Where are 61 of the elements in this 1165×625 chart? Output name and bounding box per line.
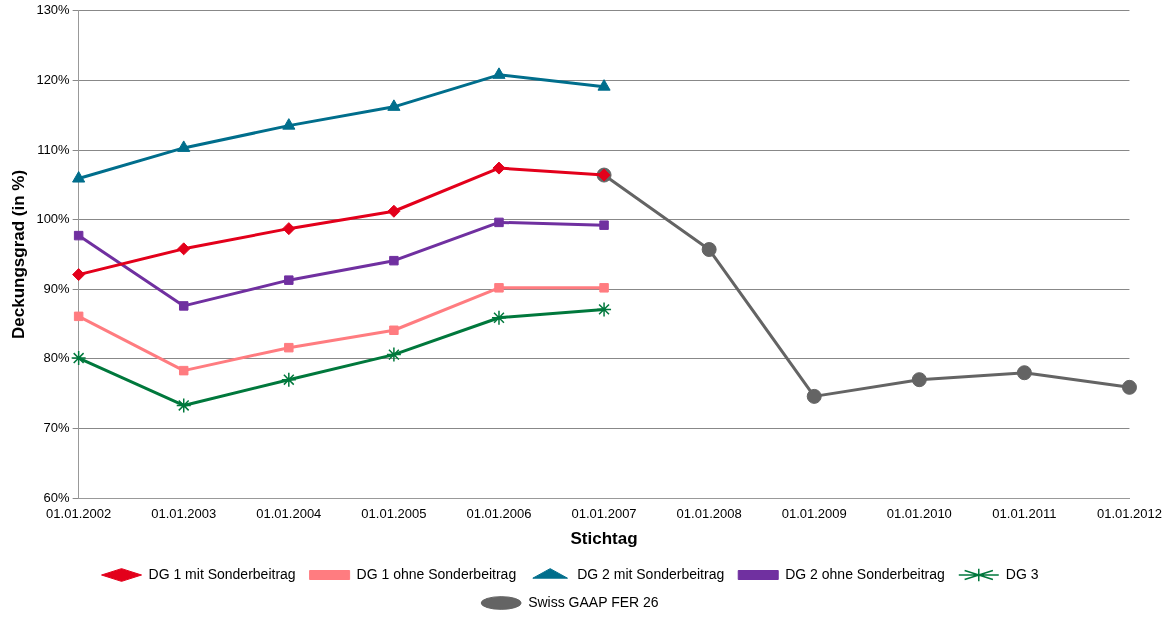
x-tick-label: 01.01.2008 [676, 506, 742, 522]
point [386, 346, 402, 363]
point [284, 275, 294, 285]
x-tick-label: 01.01.2009 [781, 506, 847, 522]
point [178, 301, 189, 311]
point [72, 171, 86, 183]
x-tick-label: 01.01.2011 [992, 506, 1057, 522]
point [281, 371, 297, 388]
point [178, 365, 189, 376]
point [701, 242, 717, 258]
point [389, 255, 399, 266]
x-axis-title: Stichtag [570, 529, 638, 549]
x-tick-label: 01.01.2007 [571, 506, 637, 522]
point [491, 309, 507, 326]
legend-label: DG 2 ohne Sonderbeitrag [785, 565, 945, 582]
legend-label: DG 2 mit Sonderbeitrag [577, 565, 725, 582]
legend-label: DG 1 mit Sonderbeitrag [148, 565, 296, 582]
y-tick-label: 120% [36, 71, 71, 87]
x-tick-label: 01.01.2010 [886, 506, 952, 522]
point [175, 397, 192, 414]
point [282, 118, 296, 130]
point [806, 388, 822, 404]
point [596, 301, 612, 318]
point [1016, 365, 1032, 381]
x-tick-label: 01.01.2005 [361, 506, 427, 522]
point [492, 67, 506, 79]
legend-label: DG 3 [1005, 565, 1039, 582]
x-tick-label: 01.01.2006 [466, 506, 532, 522]
point [177, 140, 191, 152]
point [177, 242, 191, 256]
point [387, 204, 401, 218]
point [599, 220, 609, 230]
x-tick-label: 01.01.2004 [256, 506, 322, 522]
point [911, 372, 927, 388]
point [70, 350, 87, 366]
x-tick-label: 01.01.2003 [151, 506, 217, 522]
legend-label: Swiss GAAP FER 26 [528, 593, 659, 610]
y-tick-label: 70% [43, 419, 71, 435]
y-tick-label: 110% [37, 141, 71, 157]
point [492, 161, 506, 175]
point [599, 283, 609, 293]
x-tick-label: 01.01.2002 [46, 506, 112, 522]
point [389, 325, 399, 336]
point [73, 230, 84, 241]
point [73, 311, 84, 322]
x-tick-label: 01.01.2012 [1096, 506, 1163, 522]
legend-label: DG 1 ohne Sonderbeitrag [356, 565, 517, 582]
point [597, 79, 611, 91]
y-tick-label: 60% [43, 489, 71, 505]
point [282, 222, 296, 236]
y-axis-title: Deckungsgrad (in %) [8, 169, 28, 339]
point [284, 342, 294, 353]
point [494, 283, 504, 293]
y-tick-label: 80% [43, 350, 71, 366]
y-tick-label: 130% [36, 2, 71, 18]
point [1121, 379, 1137, 395]
y-tick-label: 90% [43, 280, 71, 296]
point [494, 217, 504, 228]
point [72, 268, 86, 282]
y-tick-label: 100% [36, 211, 71, 227]
point [387, 99, 401, 111]
